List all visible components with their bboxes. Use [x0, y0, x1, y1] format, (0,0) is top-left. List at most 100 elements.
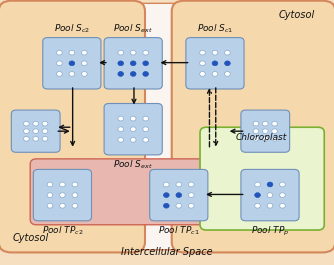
Circle shape	[224, 72, 230, 76]
Circle shape	[59, 203, 65, 208]
Circle shape	[280, 203, 285, 208]
Text: Pool $TP_{p}$: Pool $TP_{p}$	[251, 225, 289, 238]
Circle shape	[130, 50, 136, 55]
Circle shape	[224, 50, 230, 55]
Circle shape	[23, 136, 29, 141]
Circle shape	[224, 61, 230, 66]
Circle shape	[188, 193, 194, 197]
Circle shape	[143, 61, 149, 66]
Text: Chloroplast: Chloroplast	[236, 132, 287, 142]
Circle shape	[280, 182, 285, 187]
Circle shape	[143, 127, 149, 132]
Circle shape	[255, 182, 260, 187]
Text: Intercellular Space: Intercellular Space	[121, 247, 213, 257]
Circle shape	[143, 50, 149, 55]
Circle shape	[272, 121, 278, 126]
Circle shape	[118, 127, 124, 132]
Circle shape	[56, 50, 62, 55]
Circle shape	[81, 72, 87, 76]
Circle shape	[118, 61, 124, 66]
Circle shape	[118, 72, 124, 76]
Circle shape	[130, 61, 136, 66]
Circle shape	[176, 193, 182, 197]
FancyBboxPatch shape	[172, 1, 334, 253]
FancyBboxPatch shape	[0, 1, 145, 253]
Circle shape	[69, 72, 75, 76]
Text: Pool $S_{c2}$: Pool $S_{c2}$	[54, 23, 90, 35]
FancyBboxPatch shape	[241, 110, 290, 152]
Circle shape	[143, 138, 149, 142]
Circle shape	[176, 203, 182, 208]
Circle shape	[143, 72, 149, 76]
Text: Pool $TP_{c1}$: Pool $TP_{c1}$	[158, 225, 200, 237]
Circle shape	[272, 136, 278, 141]
FancyBboxPatch shape	[30, 159, 214, 225]
FancyBboxPatch shape	[90, 3, 198, 250]
Text: Cytosol: Cytosol	[13, 233, 49, 243]
Circle shape	[23, 121, 29, 126]
Circle shape	[212, 72, 218, 76]
Circle shape	[130, 138, 136, 142]
Text: Pool $TP_{c2}$: Pool $TP_{c2}$	[42, 225, 83, 237]
FancyBboxPatch shape	[11, 110, 60, 152]
Circle shape	[253, 121, 259, 126]
Circle shape	[42, 129, 48, 134]
Circle shape	[72, 193, 78, 197]
FancyBboxPatch shape	[43, 38, 101, 89]
Circle shape	[200, 50, 205, 55]
Circle shape	[272, 129, 278, 134]
Circle shape	[59, 193, 65, 197]
Circle shape	[72, 203, 78, 208]
Circle shape	[33, 121, 38, 126]
FancyBboxPatch shape	[104, 104, 162, 155]
FancyBboxPatch shape	[33, 169, 92, 221]
Text: Pool $S_{ext}$: Pool $S_{ext}$	[113, 159, 153, 171]
FancyBboxPatch shape	[150, 169, 208, 221]
Text: Pool $S_{c1}$: Pool $S_{c1}$	[197, 23, 233, 35]
Circle shape	[176, 182, 182, 187]
Circle shape	[263, 136, 268, 141]
FancyBboxPatch shape	[241, 169, 299, 221]
Circle shape	[33, 129, 38, 134]
Circle shape	[212, 61, 218, 66]
Circle shape	[253, 129, 259, 134]
Circle shape	[263, 121, 268, 126]
Circle shape	[59, 182, 65, 187]
Circle shape	[81, 61, 87, 66]
Circle shape	[56, 61, 62, 66]
Circle shape	[267, 193, 273, 197]
Circle shape	[118, 116, 124, 121]
Text: Pool $S_{ext}$: Pool $S_{ext}$	[113, 23, 153, 35]
Circle shape	[47, 193, 53, 197]
Circle shape	[118, 50, 124, 55]
Circle shape	[267, 182, 273, 187]
Circle shape	[200, 72, 205, 76]
Circle shape	[263, 129, 268, 134]
Circle shape	[33, 136, 38, 141]
Circle shape	[47, 182, 53, 187]
Circle shape	[163, 182, 169, 187]
Circle shape	[130, 127, 136, 132]
Circle shape	[212, 50, 218, 55]
FancyBboxPatch shape	[200, 127, 324, 230]
Circle shape	[69, 61, 75, 66]
Circle shape	[255, 193, 260, 197]
Circle shape	[267, 203, 273, 208]
FancyBboxPatch shape	[104, 38, 162, 89]
Circle shape	[69, 50, 75, 55]
Circle shape	[56, 72, 62, 76]
Circle shape	[42, 136, 48, 141]
Circle shape	[23, 129, 29, 134]
Circle shape	[81, 50, 87, 55]
Circle shape	[253, 136, 259, 141]
Circle shape	[42, 121, 48, 126]
Circle shape	[130, 116, 136, 121]
Circle shape	[188, 182, 194, 187]
Circle shape	[72, 182, 78, 187]
Circle shape	[118, 138, 124, 142]
Circle shape	[255, 203, 260, 208]
Circle shape	[188, 203, 194, 208]
FancyBboxPatch shape	[186, 38, 244, 89]
Circle shape	[163, 193, 169, 197]
Circle shape	[280, 193, 285, 197]
